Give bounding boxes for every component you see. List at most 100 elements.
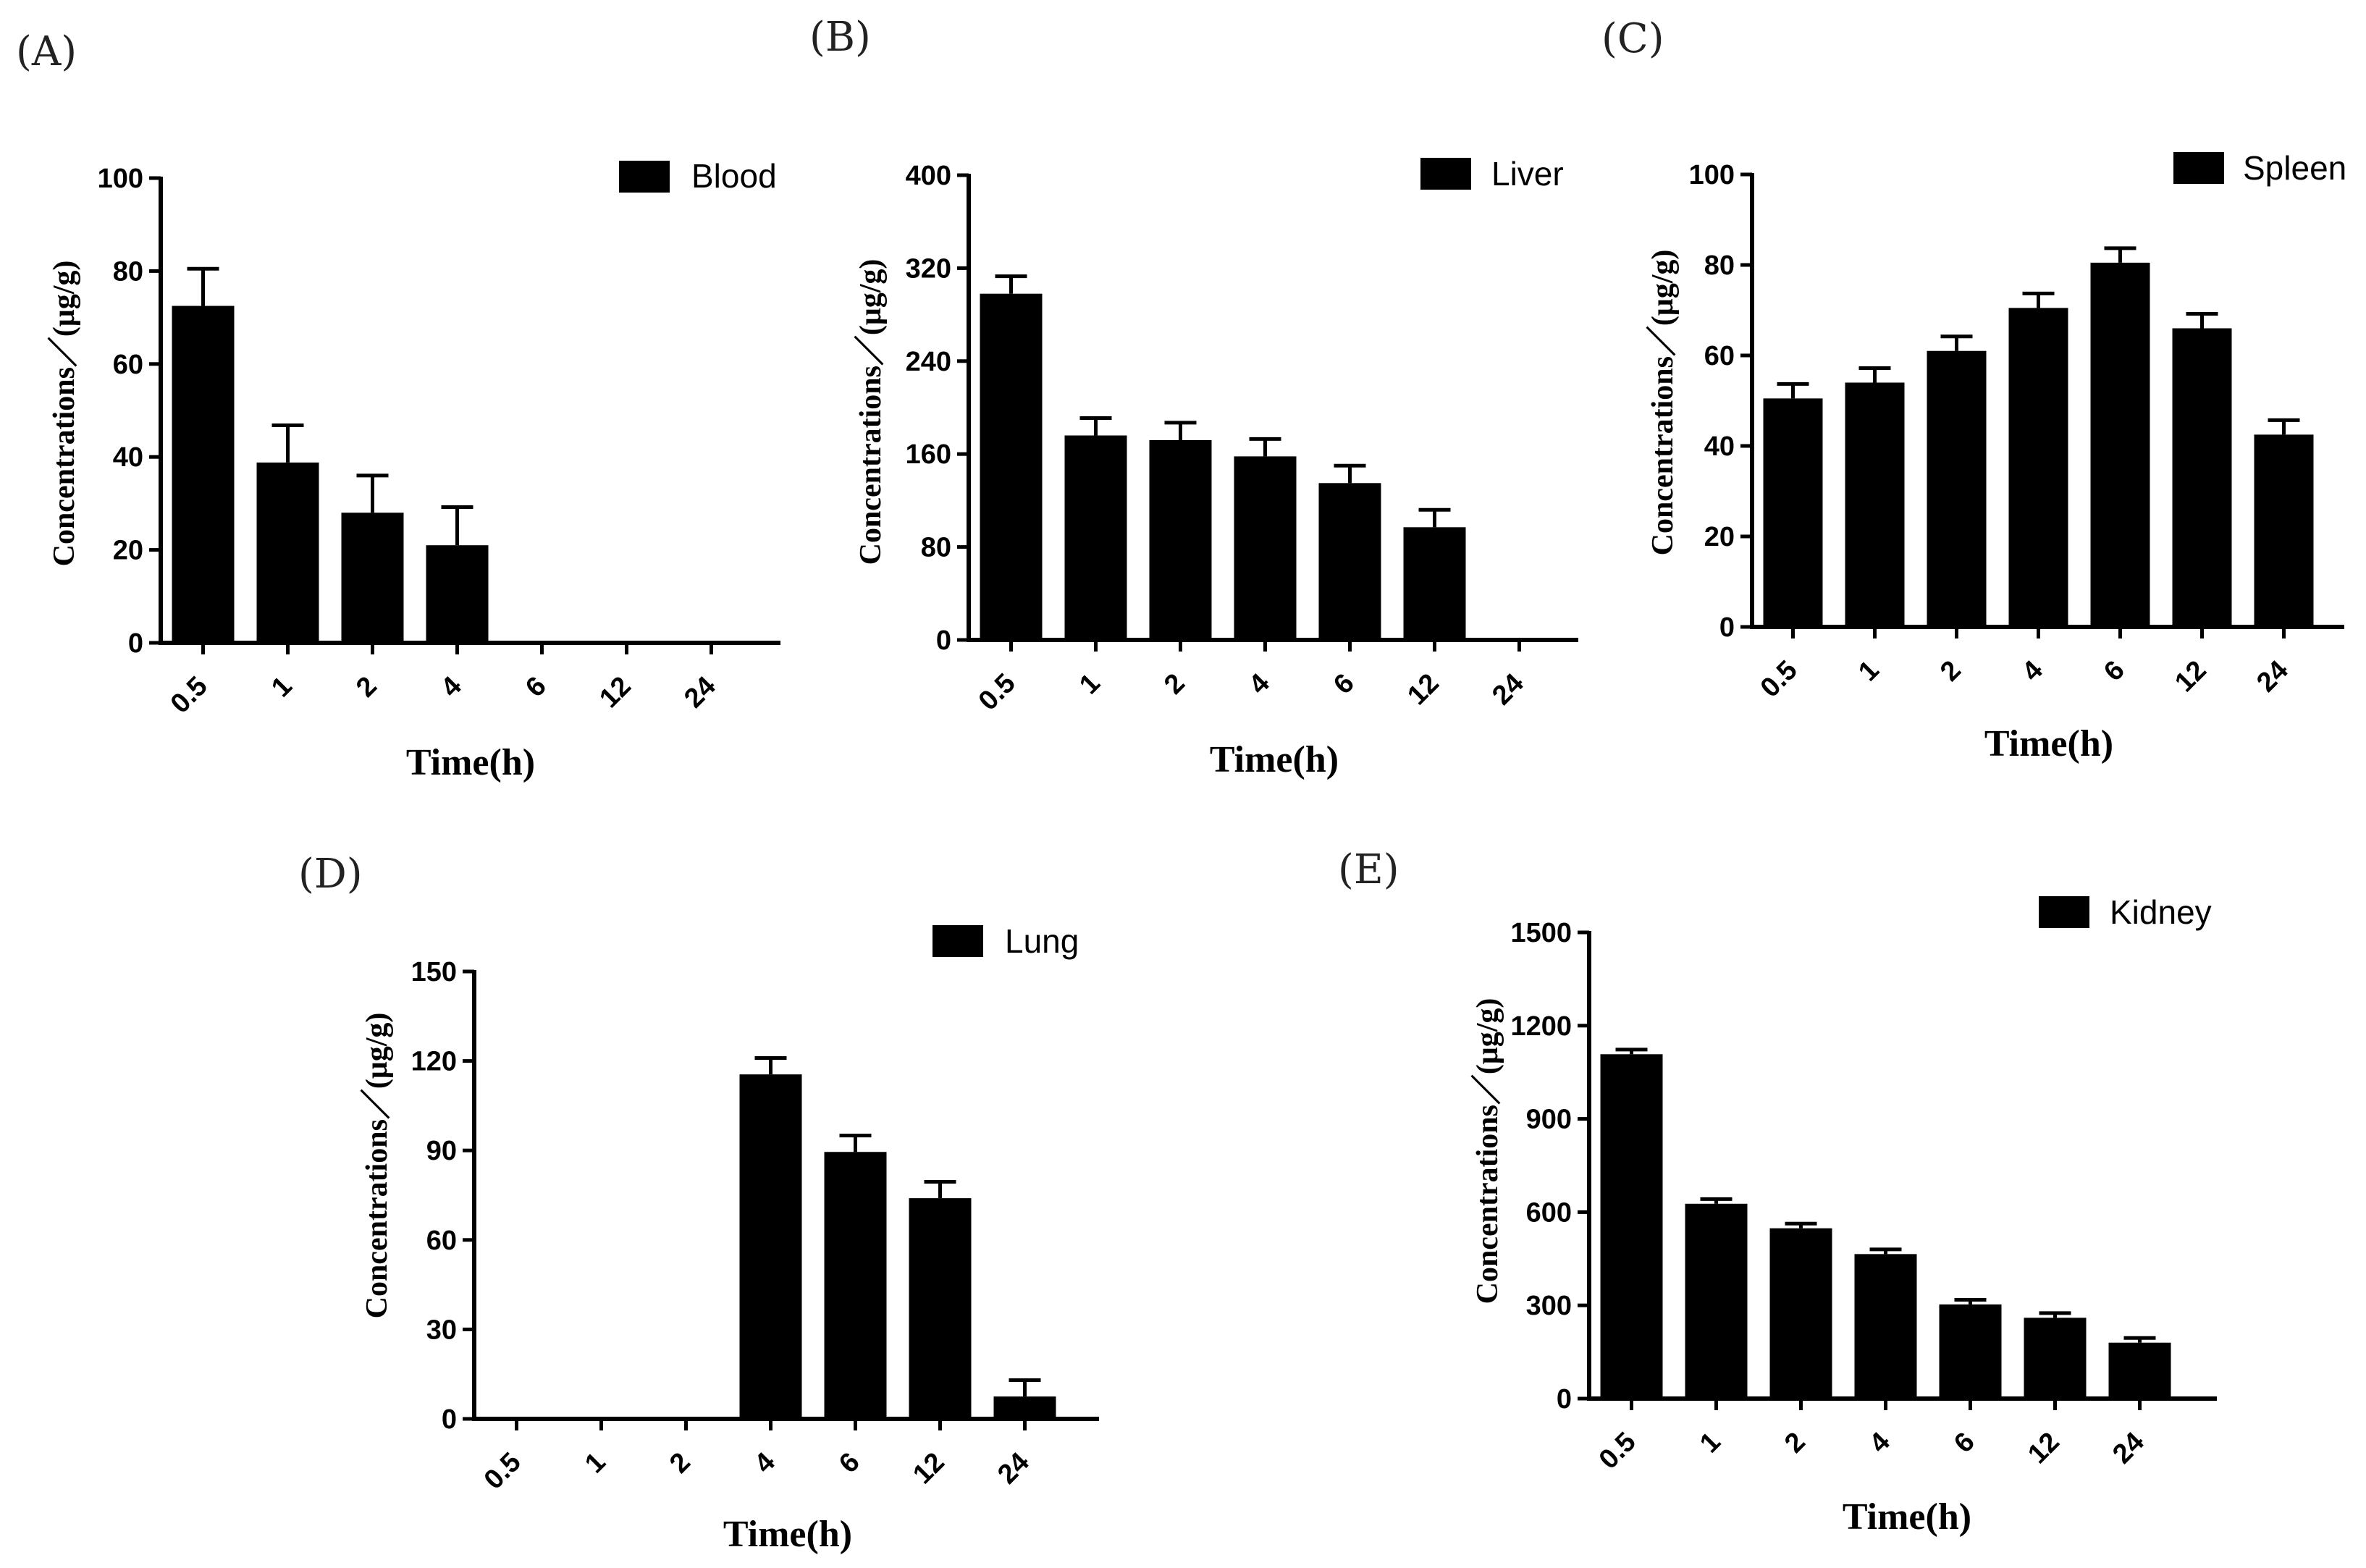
- panel-e: (E) Concentrations／(μg/g) Time(h) Kidney…: [1338, 846, 2217, 1538]
- bar: [1939, 1304, 2002, 1399]
- bar: [2108, 1342, 2171, 1399]
- x-tick-label: 1: [1853, 655, 1885, 688]
- legend-label: Spleen: [2243, 149, 2346, 187]
- bar: [1318, 483, 1381, 640]
- bar: [980, 293, 1043, 640]
- bar: [1927, 350, 1987, 627]
- legend-label: Lung: [1005, 922, 1079, 960]
- x-axis-label: Time(h): [1984, 723, 2113, 764]
- y-tick-label: 320: [906, 253, 951, 284]
- x-axis-label: Time(h): [1843, 1496, 1971, 1538]
- y-tick-label: 300: [1526, 1291, 1572, 1321]
- legend-label: Kidney: [2110, 893, 2212, 931]
- legend-swatch: [2173, 152, 2224, 184]
- x-tick-label: 1: [1694, 1427, 1727, 1459]
- x-axis-label: Time(h): [1210, 739, 1339, 780]
- bar: [909, 1198, 972, 1419]
- legend-label: Liver: [1491, 155, 1564, 193]
- panel-c: (C) Concentrations／(μg/g) Time(h) Spleen…: [1601, 15, 2346, 764]
- x-axis-label: Time(h): [406, 742, 535, 783]
- panel-letter: (E): [1338, 846, 1399, 893]
- panel-letter: (B): [809, 14, 871, 61]
- x-axis-label: Time(h): [723, 1514, 852, 1555]
- x-tick-label: 1: [1074, 668, 1106, 701]
- y-tick-label: 1200: [1510, 1011, 1572, 1042]
- panel-a: (A) Concentrations／(μg/g) Time(h) Blood …: [16, 28, 780, 783]
- x-tick-label: 6: [1948, 1427, 1981, 1459]
- bar: [1600, 1054, 1663, 1399]
- x-tick-label: 0.5: [973, 668, 1022, 717]
- x-tick-label: 0.5: [1755, 655, 1803, 704]
- y-tick-label: 80: [113, 256, 143, 287]
- legend-swatch: [932, 925, 983, 957]
- y-tick-label: 100: [1689, 160, 1735, 190]
- y-tick-label: 900: [1526, 1105, 1572, 1135]
- bar: [1403, 527, 1466, 640]
- y-axis-label: Concentrations／(μg/g): [360, 1013, 394, 1319]
- x-tick-label: 4: [435, 671, 468, 704]
- x-tick-label: 0.5: [1594, 1427, 1642, 1475]
- x-tick-label: 0.5: [165, 671, 214, 720]
- x-tick-label: 1: [579, 1447, 612, 1480]
- bar: [2090, 262, 2150, 627]
- panel-d: (D) Concentrations／(μg/g) Time(h) Lung 0…: [298, 851, 1099, 1555]
- y-tick-label: 80: [921, 533, 951, 563]
- bar: [1769, 1228, 1832, 1399]
- bar: [256, 462, 319, 643]
- panel-letter: (D): [298, 851, 363, 898]
- x-tick-label: 1: [266, 671, 298, 704]
- bar: [1234, 456, 1297, 640]
- x-tick-label: 0.5: [479, 1447, 527, 1496]
- bar: [1763, 398, 1823, 627]
- x-tick-label: 24: [992, 1447, 1035, 1491]
- y-tick-label: 240: [906, 347, 951, 377]
- bar: [2008, 308, 2068, 627]
- x-tick-label: 2: [664, 1447, 696, 1480]
- y-tick-label: 0: [1557, 1384, 1572, 1415]
- x-tick-label: 12: [907, 1447, 951, 1491]
- y-tick-label: 0: [1719, 612, 1735, 643]
- bar: [2172, 328, 2232, 627]
- legend-swatch: [619, 161, 670, 193]
- x-tick-label: 24: [2107, 1427, 2150, 1470]
- y-tick-label: 120: [411, 1047, 457, 1077]
- bar: [172, 305, 235, 643]
- panel-b: (B) Concentrations／(μg/g) Time(h) Liver …: [809, 14, 1578, 780]
- x-tick-label: 6: [520, 671, 552, 704]
- x-tick-label: 2: [1935, 655, 1967, 688]
- y-tick-label: 0: [442, 1404, 457, 1435]
- legend-label: Blood: [691, 157, 777, 195]
- y-tick-label: 80: [1704, 250, 1735, 281]
- y-tick-label: 0: [936, 625, 951, 656]
- y-tick-label: 100: [98, 164, 143, 194]
- panel-letter: (C): [1601, 15, 1664, 62]
- x-tick-label: 4: [1243, 668, 1276, 701]
- y-axis-label: Concentrations／(μg/g): [1646, 250, 1680, 556]
- x-tick-label: 2: [1779, 1427, 1811, 1459]
- x-tick-label: 6: [2098, 655, 2131, 688]
- x-tick-label: 4: [2016, 655, 2049, 688]
- legend-swatch: [1420, 158, 1471, 190]
- bar: [426, 545, 489, 643]
- x-tick-label: 12: [2022, 1427, 2066, 1470]
- y-axis-label: Concentrations／(μg/g): [854, 259, 888, 565]
- y-tick-label: 40: [113, 442, 143, 473]
- x-tick-label: 6: [1328, 668, 1360, 701]
- bar: [2254, 434, 2314, 627]
- y-tick-label: 30: [426, 1315, 457, 1345]
- y-tick-label: 0: [128, 628, 143, 659]
- x-tick-label: 24: [678, 671, 722, 715]
- legend-swatch: [2039, 896, 2089, 928]
- panel-letter: (A): [16, 28, 77, 75]
- x-tick-label: 4: [1864, 1427, 1896, 1459]
- y-tick-label: 60: [1704, 341, 1735, 371]
- y-tick-label: 60: [113, 350, 143, 380]
- y-axis-label: Concentrations／(μg/g): [1470, 998, 1504, 1304]
- bar: [1685, 1203, 1748, 1399]
- y-tick-label: 20: [113, 536, 143, 566]
- x-tick-label: 24: [1486, 668, 1530, 712]
- bar: [739, 1074, 802, 1419]
- y-axis-label: Concentrations／(μg/g): [47, 261, 81, 567]
- y-tick-label: 600: [1526, 1197, 1572, 1228]
